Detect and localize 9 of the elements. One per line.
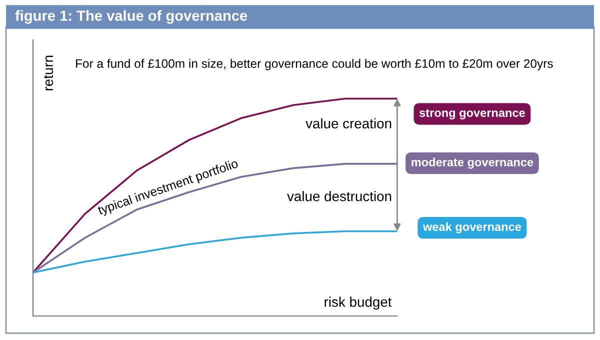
chart-title: figure 1: The value of governance xyxy=(15,10,248,24)
chart-subtitle: For a fund of £100m in size, better governance could be worth £10m to £20m over 20yrs xyxy=(76,58,553,70)
text: strong governance xyxy=(419,109,525,120)
annotation: value destruction xyxy=(287,191,392,202)
y-axis-title: return xyxy=(44,56,54,90)
annotation: value creation xyxy=(306,118,392,128)
text: weak governance xyxy=(422,222,522,234)
x-axis-title: risk budget xyxy=(324,296,392,310)
series-label: moderate governance xyxy=(412,158,534,169)
